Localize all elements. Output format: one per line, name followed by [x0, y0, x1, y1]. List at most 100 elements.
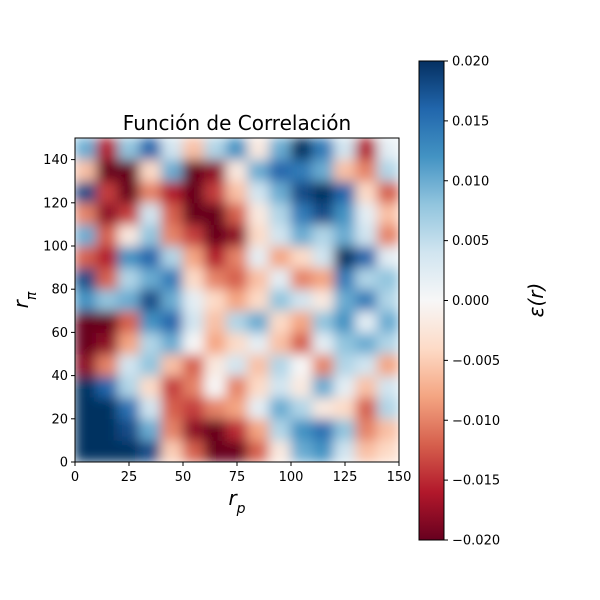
heatmap-cell [247, 245, 270, 269]
heatmap-cell [225, 353, 249, 377]
heatmap-cell [182, 353, 206, 377]
heatmap-cell [333, 331, 357, 355]
heatmap-cell [225, 267, 249, 290]
heatmap-cell [139, 245, 162, 269]
x-axis: 0 25 50 75 100 125 150 [71, 462, 412, 485]
heatmap-cell [355, 288, 378, 312]
heatmap-cell [355, 267, 378, 290]
heatmap-cell [139, 375, 162, 398]
heatmap-cell [247, 310, 270, 333]
heatmap-cell [139, 353, 162, 377]
heatmap-cell [247, 396, 270, 420]
heatmap-cell [333, 159, 357, 182]
heatmap-cell [247, 180, 270, 204]
heatmap-cell [117, 202, 141, 225]
heatmap-cell [75, 310, 98, 333]
heatmap-cell [139, 288, 162, 312]
heatmap-cell [247, 202, 270, 225]
heatmap-cell [117, 375, 141, 398]
heatmap-cell [225, 202, 249, 225]
heatmap-cell [376, 202, 399, 225]
heatmap-cell [117, 353, 141, 377]
heatmap-cell [333, 288, 357, 312]
heatmap-cell [290, 396, 314, 420]
heatmap-cell [355, 223, 378, 247]
heatmap-cell [376, 267, 399, 290]
heatmap-cell [204, 375, 227, 398]
heatmap-cell [75, 267, 98, 290]
heatmap-cell [96, 353, 119, 377]
x-tick-label: 150 [387, 470, 412, 485]
heatmap-cell [139, 159, 162, 182]
heatmap-cell [225, 331, 249, 355]
heatmap-cell [333, 267, 357, 290]
heatmap-cell [139, 138, 162, 161]
colorbar-tick-label: 0.015 [452, 114, 489, 129]
heatmap-cell [182, 396, 206, 420]
heatmap-cell [290, 375, 314, 398]
heatmap-cell [333, 375, 357, 398]
x-tick-label: 0 [71, 470, 79, 485]
heatmap-cell [225, 396, 249, 420]
heatmap-cell [290, 159, 314, 182]
heatmap-cell [290, 245, 314, 269]
heatmap-cell [312, 223, 335, 247]
heatmap-cell [355, 245, 378, 269]
heatmap-cell [290, 180, 314, 204]
heatmap-cell [139, 310, 162, 333]
heatmap-cell [376, 180, 399, 204]
heatmap-cell [204, 180, 227, 204]
heatmap-cell [333, 223, 357, 247]
heatmap-cell [376, 138, 399, 161]
heatmap-cell [75, 159, 98, 182]
heatmap-cell [355, 353, 378, 377]
heatmap-cell [204, 439, 227, 462]
heatmap-cell [333, 439, 357, 462]
x-tick-label: 25 [121, 470, 138, 485]
heatmap-cell [268, 288, 292, 312]
heatmap-cell [312, 202, 335, 225]
x-tick-label: 125 [333, 470, 358, 485]
heatmap-cell [204, 138, 227, 161]
x-tick-label: 75 [229, 470, 246, 485]
heatmap-cell [247, 138, 270, 161]
heatmap-cell [204, 288, 227, 312]
y-tick-label: 60 [51, 326, 68, 341]
heatmap-cell [117, 396, 141, 420]
heatmap-cell [268, 138, 292, 161]
heatmap-cell [355, 375, 378, 398]
colorbar-ticks: 0.020 0.015 0.010 0.005 0.000 −0.005 −0.010 −0.… [444, 55, 500, 549]
heatmap-cell [182, 180, 206, 204]
heatmap-cell [333, 396, 357, 420]
heatmap-cell [96, 418, 119, 441]
heatmap-cell [355, 159, 378, 182]
heatmap-cell [96, 375, 119, 398]
heatmap-cell [160, 267, 184, 290]
heatmap-cell [75, 180, 98, 204]
heatmap-cell [312, 418, 335, 441]
heatmap-cell [139, 267, 162, 290]
heatmap-cell [333, 418, 357, 441]
heatmap-cell [204, 396, 227, 420]
heatmap-cell [355, 439, 378, 462]
heatmap-cell [75, 353, 98, 377]
heatmap-cell [117, 223, 141, 247]
heatmap-cell [75, 288, 98, 312]
heatmap-cell [268, 180, 292, 204]
heatmap-cell [204, 353, 227, 377]
heatmap-cell [75, 245, 98, 269]
heatmap-cell [182, 138, 206, 161]
heatmap-cell [225, 180, 249, 204]
heatmap-cell [376, 353, 399, 377]
heatmap-cell [160, 223, 184, 247]
colorbar-tick-label: 0.005 [452, 234, 489, 249]
heatmap-cell [355, 418, 378, 441]
heatmap-cell [290, 353, 314, 377]
heatmap-cell [268, 353, 292, 377]
heatmap-cell [139, 180, 162, 204]
heatmap-cell [247, 288, 270, 312]
heatmap-cell [268, 310, 292, 333]
chart-title: Función de Correlación [123, 111, 351, 135]
heatmap-cell [139, 331, 162, 355]
